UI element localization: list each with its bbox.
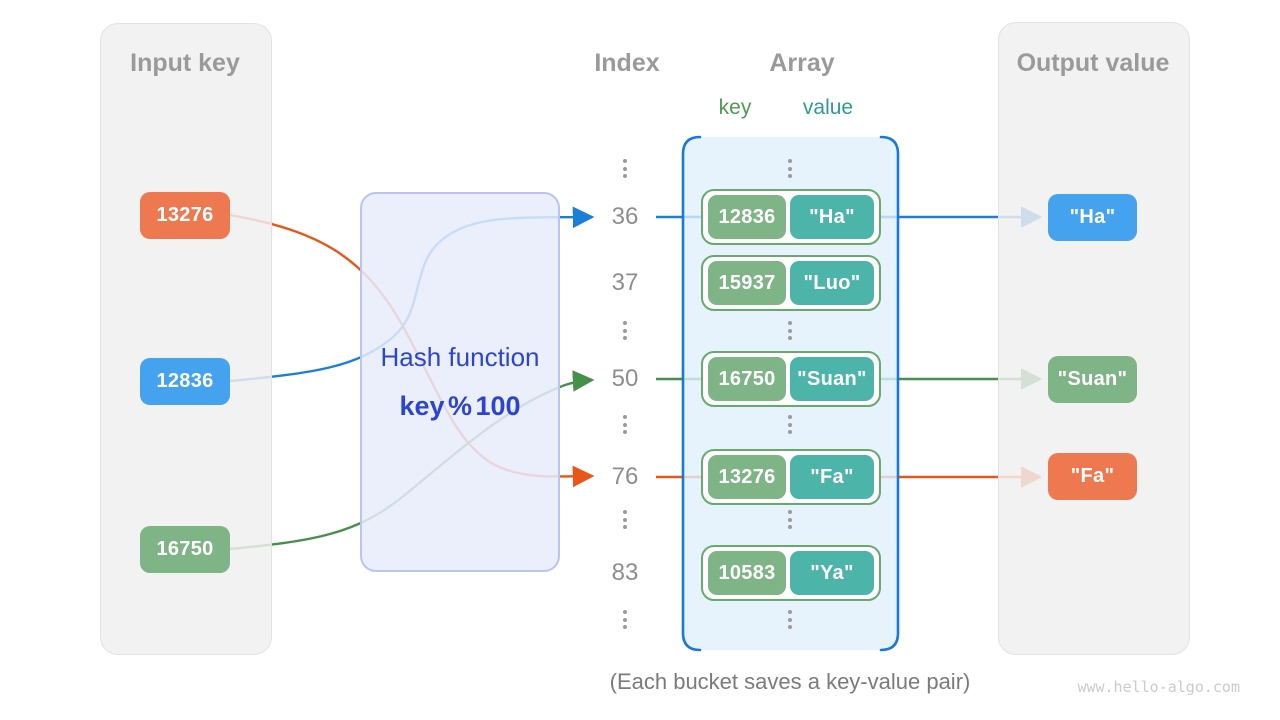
output-value-fa: "Fa" <box>1048 453 1137 500</box>
bucket-key: 16750 <box>708 357 786 401</box>
ellipsis-icon <box>622 415 628 434</box>
input-key-title: Input key <box>130 49 240 77</box>
ellipsis-icon <box>622 510 628 529</box>
bucket-value: "Ha" <box>790 195 874 239</box>
bucket-key: 13276 <box>708 455 786 499</box>
ellipsis-icon <box>787 510 793 529</box>
bucket-row: 16750 "Suan" <box>701 351 881 407</box>
array-header: Array <box>769 49 835 77</box>
key-column-header: key <box>718 96 752 119</box>
hash-function-label: Hash function <box>380 342 540 372</box>
bucket-value: "Fa" <box>790 455 874 499</box>
input-key-12836: 12836 <box>140 358 230 405</box>
index-36: 36 <box>611 203 639 230</box>
ellipsis-icon <box>622 159 628 178</box>
index-37: 37 <box>611 269 639 296</box>
bucket-row: 12836 "Ha" <box>701 189 881 245</box>
bucket-row: 10583 "Ya" <box>701 545 881 601</box>
index-83: 83 <box>611 559 639 586</box>
output-value-suan: "Suan" <box>1048 356 1137 403</box>
input-key-16750: 16750 <box>140 526 230 573</box>
value-column-header: value <box>802 96 854 119</box>
ellipsis-icon <box>787 415 793 434</box>
index-header: Index <box>594 49 660 77</box>
ellipsis-icon <box>622 321 628 340</box>
ellipsis-icon <box>787 610 793 629</box>
bucket-value: "Luo" <box>790 261 874 305</box>
ellipsis-icon <box>787 159 793 178</box>
output-value-ha: "Ha" <box>1048 194 1137 241</box>
hash-function-formula: key % 100 <box>399 391 521 421</box>
caption: (Each bucket saves a key-value pair) <box>609 669 971 694</box>
input-key-13276: 13276 <box>140 192 230 239</box>
bucket-row: 15937 "Luo" <box>701 255 881 311</box>
output-value-title: Output value <box>1016 49 1170 77</box>
bucket-key: 12836 <box>708 195 786 239</box>
ellipsis-icon <box>787 321 793 340</box>
bucket-key: 10583 <box>708 551 786 595</box>
ellipsis-icon <box>622 610 628 629</box>
index-50: 50 <box>611 365 639 392</box>
bucket-key: 15937 <box>708 261 786 305</box>
hash-function-box: Hash function key % 100 <box>360 192 560 572</box>
bucket-value: "Ya" <box>790 551 874 595</box>
watermark: www.hello-algo.com <box>1077 678 1240 696</box>
bucket-row: 13276 "Fa" <box>701 449 881 505</box>
output-value-panel <box>998 22 1190 655</box>
index-76: 76 <box>611 463 639 490</box>
bucket-value: "Suan" <box>790 357 874 401</box>
